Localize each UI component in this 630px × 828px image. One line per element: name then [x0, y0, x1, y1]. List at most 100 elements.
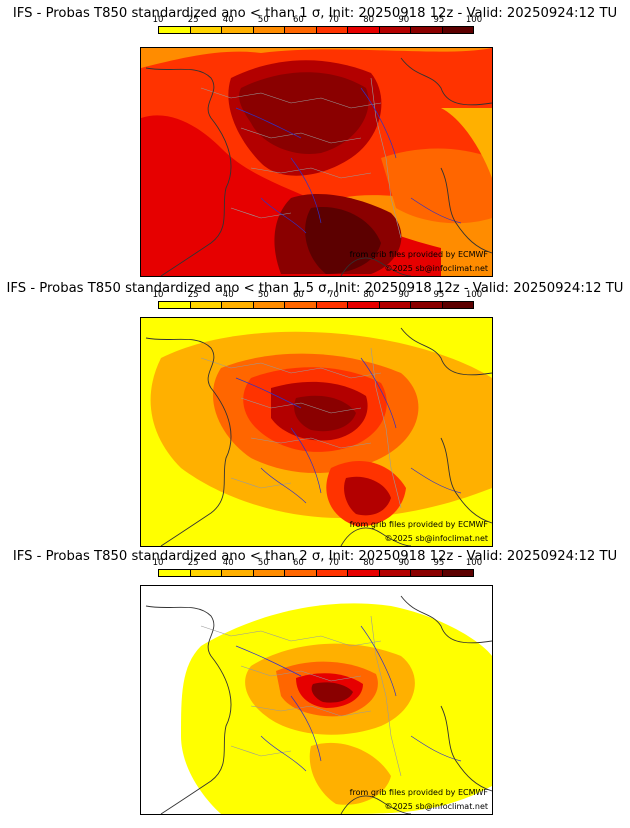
legend-swatch-9 — [442, 302, 473, 308]
legend-swatch-7 — [379, 570, 411, 576]
copyright-credit: ©2025 sb@infoclimat.net — [384, 534, 489, 543]
probability-field — [141, 48, 492, 276]
probability-contour-7 — [344, 476, 391, 516]
probability-contour-7 — [381, 148, 492, 224]
coastline — [145, 57, 492, 276]
rivers — [235, 625, 462, 772]
admin-borders — [200, 347, 402, 509]
legend-tick-25: 25 — [187, 290, 199, 300]
legend-tick-labels: 10 25 40 50 60 70 80 90 95 100 — [152, 558, 483, 568]
source-credit: from grib files provided by ECMWF — [349, 788, 488, 797]
legend-tick-80: 80 — [363, 15, 375, 25]
legend-swatch-7 — [379, 27, 411, 33]
legend-tick-40: 40 — [222, 290, 234, 300]
copyright-credit: ©2025 sb@infoclimat.net — [384, 802, 489, 811]
probability-contour-6 — [309, 742, 391, 805]
panel-title: IFS - Probas T850 standardized ano < tha… — [12, 6, 618, 21]
legend-tick-labels: 10 25 40 50 60 70 80 90 95 100 — [152, 290, 483, 300]
legend-swatch-5 — [316, 302, 348, 308]
legend-tick-90: 90 — [398, 290, 410, 300]
forecast-panel-1-5sigma: IFS - Probas T850 standardized ano < tha… — [0, 275, 630, 547]
legend-swatch-3 — [253, 570, 285, 576]
legend-tick-95: 95 — [433, 558, 445, 568]
panel-title: IFS - Probas T850 standardized ano < tha… — [12, 549, 618, 564]
legend-swatch-5 — [316, 27, 348, 33]
legend-swatch-0 — [159, 570, 191, 576]
source-credit: from grib files provided by ECMWF — [349, 250, 488, 259]
legend-swatch-9 — [442, 27, 473, 33]
legend-swatch-9 — [442, 570, 473, 576]
legend-swatch-6 — [348, 27, 380, 33]
legend-swatch-4 — [285, 570, 317, 576]
legend-swatch-4 — [285, 27, 317, 33]
legend-tick-100: 100 — [465, 558, 483, 568]
probability-field — [141, 586, 492, 814]
probability-map: from grib files provided by ECMWF ©2025 … — [140, 47, 493, 277]
probability-contour-6 — [305, 207, 381, 274]
legend-tick-70: 70 — [328, 290, 339, 300]
legend-swatch-1 — [190, 302, 222, 308]
legend-tick-50: 50 — [257, 558, 269, 568]
probability-map: from grib files provided by ECMWF ©2025 … — [140, 317, 493, 547]
forecast-panel-1sigma: IFS - Probas T850 standardized ano < tha… — [0, 0, 630, 277]
legend-swatch-1 — [190, 27, 222, 33]
legend-tick-40: 40 — [222, 558, 234, 568]
legend-tick-95: 95 — [433, 15, 445, 25]
forecast-panel-2sigma: IFS - Probas T850 standardized ano < tha… — [0, 543, 630, 828]
legend-swatch-7 — [379, 302, 411, 308]
legend-tick-60: 60 — [293, 15, 304, 25]
legend-tick-50: 50 — [257, 15, 269, 25]
probability-map: from grib files provided by ECMWF ©2025 … — [140, 585, 493, 815]
legend-swatch-3 — [253, 27, 285, 33]
legend-swatch-2 — [222, 302, 254, 308]
copyright-credit: ©2025 sb@infoclimat.net — [384, 264, 489, 273]
legend-tick-10: 10 — [152, 290, 164, 300]
probability-contour-4 — [239, 72, 369, 154]
legend-tick-60: 60 — [293, 290, 304, 300]
legend-tick-70: 70 — [328, 15, 339, 25]
coastline — [145, 595, 492, 814]
coastline — [145, 327, 492, 546]
legend-tick-40: 40 — [222, 15, 234, 25]
legend-tick-10: 10 — [152, 558, 164, 568]
legend-tick-90: 90 — [398, 15, 410, 25]
legend-swatch-8 — [411, 302, 443, 308]
legend-tick-100: 100 — [465, 290, 483, 300]
legend-tick-10: 10 — [152, 15, 164, 25]
legend-tick-60: 60 — [293, 558, 304, 568]
probability-contour-8 — [441, 108, 492, 178]
legend-tick-70: 70 — [328, 558, 339, 568]
source-credit: from grib files provided by ECMWF — [349, 520, 488, 529]
legend-swatch-8 — [411, 570, 443, 576]
legend-swatch-6 — [348, 302, 380, 308]
legend-swatch-0 — [159, 27, 191, 33]
panel-title: IFS - Probas T850 standardized ano < tha… — [6, 281, 624, 296]
legend-swatch-5 — [316, 570, 348, 576]
admin-borders — [200, 77, 402, 239]
legend-tick-25: 25 — [187, 15, 199, 25]
rivers — [235, 357, 462, 504]
legend-tick-50: 50 — [257, 290, 269, 300]
legend-swatch-4 — [285, 302, 317, 308]
legend-swatch-6 — [348, 570, 380, 576]
legend-tick-80: 80 — [363, 290, 375, 300]
admin-borders — [200, 615, 402, 777]
legend-tick-95: 95 — [433, 290, 445, 300]
color-scale-legend — [158, 569, 474, 577]
legend-swatch-3 — [253, 302, 285, 308]
rivers — [235, 87, 462, 234]
legend-swatch-0 — [159, 302, 191, 308]
probability-contour-5 — [294, 395, 356, 432]
color-scale-legend — [158, 26, 474, 34]
color-scale-legend — [158, 301, 474, 309]
legend-tick-labels: 10 25 40 50 60 70 80 90 95 100 — [152, 15, 483, 25]
legend-swatch-2 — [222, 570, 254, 576]
legend-tick-80: 80 — [363, 558, 375, 568]
legend-swatch-2 — [222, 27, 254, 33]
legend-swatch-1 — [190, 570, 222, 576]
legend-tick-100: 100 — [465, 15, 483, 25]
legend-swatch-8 — [411, 27, 443, 33]
legend-tick-90: 90 — [398, 558, 410, 568]
probability-contour-5 — [311, 682, 353, 703]
probability-field — [141, 318, 492, 546]
